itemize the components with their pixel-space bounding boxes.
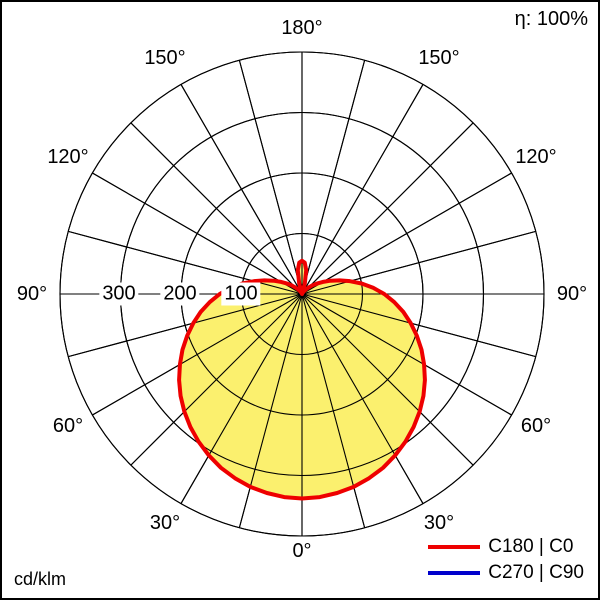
angle-tick-label: 150° (418, 47, 460, 69)
angle-tick-label: 30° (149, 512, 181, 534)
angle-tick-label: 180° (281, 17, 323, 39)
angle-tick-label: 30° (423, 512, 455, 534)
angle-tick-label: 120° (515, 146, 557, 168)
angle-tick-label: 60° (52, 415, 84, 437)
legend-item[interactable]: C270 | C90 (428, 562, 584, 584)
legend: C180 | C0 C270 | C90 (428, 536, 584, 584)
polar-grid-overlay (59, 51, 545, 537)
legend-label: C270 | C90 (488, 562, 584, 583)
radial-tick-label: 100 (221, 282, 261, 306)
legend-label: C180 | C0 (488, 536, 574, 557)
efficiency-label: η: 100% (514, 8, 588, 30)
angle-tick-label: 120° (47, 146, 89, 168)
angle-tick-label: 90° (16, 283, 48, 305)
angle-tick-label: 90° (556, 283, 588, 305)
angle-tick-label: 0° (292, 540, 312, 562)
legend-item[interactable]: C180 | C0 (428, 536, 584, 558)
radial-tick-label: 200 (160, 282, 200, 306)
distribution-curve (177, 258, 427, 501)
distribution-curves (59, 51, 545, 537)
unit-label: cd/klm (14, 569, 67, 589)
legend-color-swatch (428, 545, 481, 549)
angle-tick-label: 60° (520, 415, 552, 437)
radial-tick-label: 300 (99, 282, 139, 306)
angle-tick-label: 150° (144, 47, 186, 69)
legend-color-swatch (428, 571, 481, 575)
